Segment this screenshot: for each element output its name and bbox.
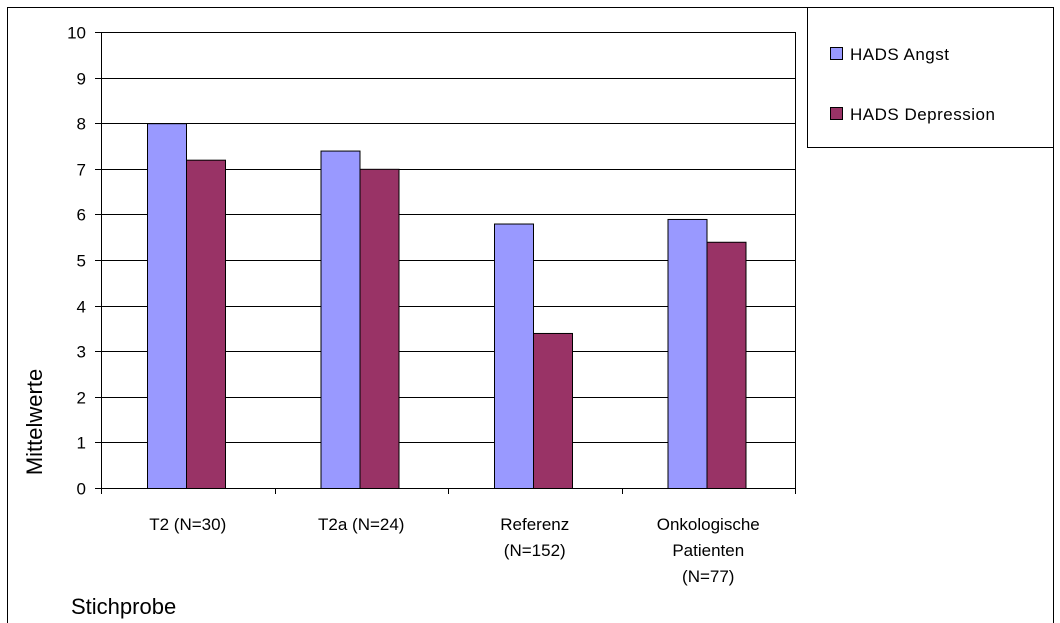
x-category-label-2-0: Referenz	[500, 515, 569, 534]
x-category-label-2-1: (N=152)	[504, 541, 566, 560]
y-axis-title: Mittelwerte	[22, 369, 47, 475]
legend-label-1: HADS Depression	[850, 105, 995, 124]
y-tick-label-4: 4	[77, 298, 86, 317]
bar-0-3	[667, 218, 708, 490]
y-tick-label-7: 7	[77, 161, 86, 180]
x-category-label-0-0: T2 (N=30)	[149, 515, 226, 534]
y-tick-label-5: 5	[77, 252, 86, 271]
legend-swatch-1	[830, 107, 843, 120]
y-tick-label-1: 1	[77, 434, 86, 453]
x-category-label-3-2: (N=77)	[682, 567, 734, 586]
y-tick-label-8: 8	[77, 115, 86, 134]
x-category-label-3-1: Patienten	[672, 541, 744, 560]
legend-box	[807, 7, 1054, 148]
y-tick-label-2: 2	[77, 389, 86, 408]
bar-1-3	[706, 241, 747, 489]
y-tick-label-0: 0	[77, 480, 86, 499]
bar-0-2	[494, 223, 534, 490]
y-tick-label-6: 6	[77, 206, 86, 225]
bar-0-0	[147, 123, 187, 489]
y-tick-label-9: 9	[77, 70, 86, 89]
x-category-label-1-0: T2a (N=24)	[318, 515, 404, 534]
bar-1-0	[186, 159, 226, 489]
bar-1-1	[359, 168, 400, 490]
chart-border	[7, 7, 1054, 623]
x-category-label-3-0: Onkologische	[657, 515, 760, 534]
y-tick-label-3: 3	[77, 343, 86, 362]
bar-0-1	[320, 150, 361, 489]
x-axis-title: Stichprobe	[71, 594, 176, 619]
legend-swatch-0	[830, 47, 843, 60]
y-tick-label-10: 10	[67, 24, 86, 43]
legend-label-0: HADS Angst	[850, 45, 950, 64]
bar-1-2	[533, 332, 573, 489]
